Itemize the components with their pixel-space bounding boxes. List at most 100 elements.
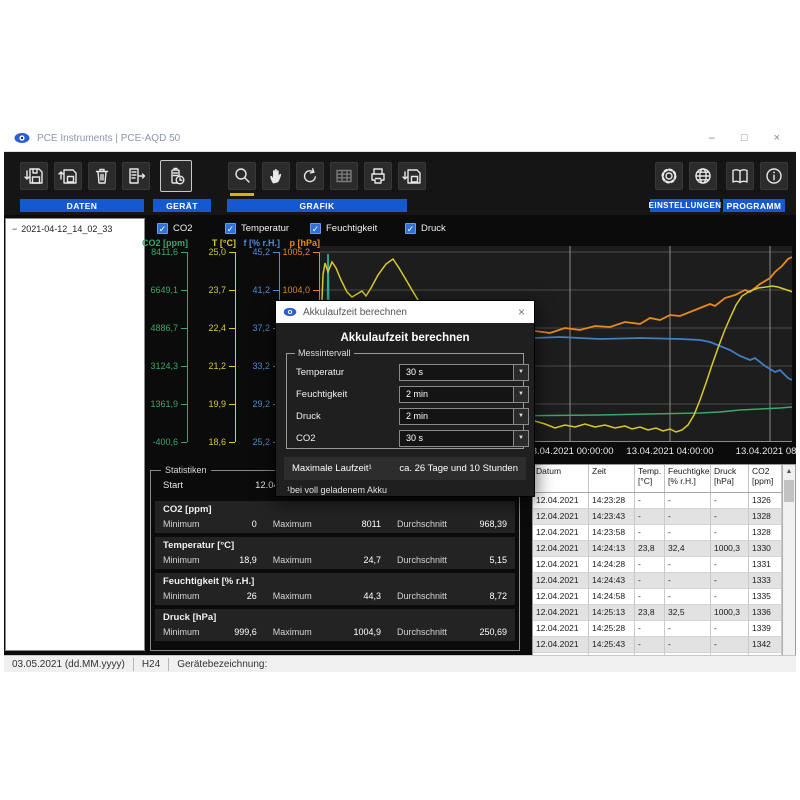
- save-data-button[interactable]: [20, 162, 48, 190]
- series-checkbox[interactable]: ✓ Temperatur: [225, 221, 310, 235]
- table-row[interactable]: 12.04.2021 14:25:43 - - - 1342: [533, 637, 795, 653]
- delete-data-button[interactable]: [88, 162, 116, 190]
- tree-item-dataset[interactable]: − 2021-04-12_14_02_33: [6, 219, 144, 234]
- zoom-tool-button[interactable]: [228, 162, 256, 196]
- reset-arrow-icon: [303, 168, 316, 183]
- cell-co2: 1333: [749, 573, 782, 589]
- table-header-cell[interactable]: Zeit: [589, 465, 635, 492]
- about-button[interactable]: [760, 162, 788, 190]
- scroll-up-icon[interactable]: ▲: [785, 468, 793, 475]
- table-scrollbar[interactable]: ▲ ▼: [782, 465, 795, 655]
- toolbar-label-daten: DATEN: [20, 199, 144, 212]
- maximize-button[interactable]: □: [740, 131, 748, 144]
- interval-select[interactable]: 30 s ▼: [399, 363, 529, 381]
- settings-button[interactable]: [655, 162, 683, 190]
- axis-tick-label: 23,7: [208, 285, 235, 295]
- cell-datum: 12.04.2021: [533, 509, 589, 525]
- cell-zeit: 14:24:58: [589, 589, 635, 605]
- table-header-cell[interactable]: Datum: [533, 465, 589, 492]
- chevron-down-icon[interactable]: ▼: [513, 364, 528, 380]
- table-header-cell[interactable]: Feuchtigkeit [% r.H.]: [665, 465, 711, 492]
- cell-feuchtigkeit: -: [665, 509, 711, 525]
- checkbox-checked-icon[interactable]: ✓: [225, 222, 236, 234]
- stats-max-label: Maximum: [272, 591, 312, 601]
- stats-max-label: Maximum: [272, 627, 312, 637]
- table-row[interactable]: 12.04.2021 14:25:28 - - - 1339: [533, 621, 795, 637]
- status-bar: 03.05.2021 (dd.MM.yyyy) H24 Gerätebezeic…: [4, 655, 796, 672]
- title-bar[interactable]: PCE Instruments | PCE-AQD 50 – □ ×: [4, 125, 796, 152]
- dialog-title: Akkulaufzeit berechnen: [303, 306, 407, 318]
- series-checkbox[interactable]: ✓ Feuchtigkeit: [310, 221, 405, 235]
- table-row[interactable]: 12.04.2021 14:23:58 - - - 1328: [533, 525, 795, 541]
- cell-temp: 23,8: [635, 605, 665, 621]
- cell-zeit: 14:23:58: [589, 525, 635, 541]
- close-button[interactable]: ×: [773, 131, 780, 144]
- x-axis-labels: 13.04.2021 00:00:00 13.04.2021 04:00:00 13…: [4, 446, 796, 458]
- stats-max-value: 44,3: [363, 591, 381, 601]
- table-row[interactable]: 12.04.2021 14:23:43 - - - 1328: [533, 509, 795, 525]
- table-row[interactable]: 12.04.2021 14:25:13 23,8 32,5 1000,3 133…: [533, 605, 795, 621]
- table-header-cell[interactable]: Temp. [°C]: [635, 465, 665, 492]
- interval-select[interactable]: 2 min ▼: [399, 385, 529, 403]
- app-logo-icon: [14, 133, 30, 143]
- scrollbar-thumb[interactable]: [784, 480, 794, 502]
- stats-min-value: 0: [251, 519, 257, 529]
- cell-druck: -: [711, 573, 749, 589]
- x-axis-tick-label: 13.04.2021 04:00:00: [626, 446, 714, 457]
- table-row[interactable]: 12.04.2021 14:25:58 - - - 1346: [533, 653, 795, 655]
- stats-min-label: Minimum: [163, 555, 200, 565]
- print-chart-button[interactable]: [364, 162, 392, 190]
- axis-tick-label: 18,6: [208, 437, 235, 447]
- statistics-panel: Statistiken Start 12.04.2 CO2 [ppm] Mini…: [150, 465, 520, 651]
- table-header-cell[interactable]: Druck [hPa]: [711, 465, 749, 492]
- manual-button[interactable]: [726, 162, 754, 190]
- open-data-button[interactable]: [54, 162, 82, 190]
- interval-row: Druck 2 min ▼: [287, 407, 529, 425]
- language-button[interactable]: [689, 162, 717, 190]
- document-export-icon: [129, 168, 146, 184]
- chevron-down-icon[interactable]: ▼: [513, 386, 528, 402]
- axis-tick-label: 22,4: [208, 323, 235, 333]
- checkbox-checked-icon[interactable]: ✓: [157, 222, 168, 234]
- chevron-down-icon[interactable]: ▼: [513, 408, 528, 424]
- pan-tool-button[interactable]: [262, 162, 290, 190]
- toolbar-label-einstellungen: EINSTELLUNGEN: [648, 199, 722, 212]
- table-row[interactable]: 12.04.2021 14:24:58 - - - 1335: [533, 589, 795, 605]
- table-row[interactable]: 12.04.2021 14:24:28 - - - 1331: [533, 557, 795, 573]
- chevron-down-icon[interactable]: ▼: [513, 430, 528, 446]
- reset-view-button[interactable]: [296, 162, 324, 190]
- interval-label: Feuchtigkeit: [296, 388, 348, 400]
- cell-feuchtigkeit: -: [665, 589, 711, 605]
- checkbox-checked-icon[interactable]: ✓: [310, 222, 321, 234]
- tree-collapse-icon[interactable]: −: [12, 224, 18, 234]
- series-checkbox-row: ✓ CO2 ✓ Temperatur ✓ Feuchtigkeit ✓ Druc…: [157, 221, 475, 235]
- toolbar-label-grafik: GRAFIK: [227, 199, 407, 212]
- table-row[interactable]: 12.04.2021 14:23:28 - - - 1326: [533, 493, 795, 509]
- table-row[interactable]: 12.04.2021 14:24:13 23,8 32,4 1000,3 133…: [533, 541, 795, 557]
- grid-toggle-button[interactable]: [330, 162, 358, 190]
- x-axis-tick-label: 13.04.2021 08:0: [735, 446, 796, 457]
- scroll-down-icon[interactable]: ▼: [783, 654, 795, 655]
- cell-temp: -: [635, 509, 665, 525]
- table-row[interactable]: 12.04.2021 14:24:43 - - - 1333: [533, 573, 795, 589]
- battery-life-button[interactable]: [160, 160, 192, 192]
- export-data-button[interactable]: [122, 162, 150, 190]
- y-axis-druck-title: p [hPa]: [289, 238, 321, 248]
- stats-max-label: Maximum: [272, 555, 312, 565]
- save-chart-button[interactable]: [398, 162, 426, 190]
- checkbox-checked-icon[interactable]: ✓: [405, 222, 416, 234]
- stats-min-label: Minimum: [163, 627, 200, 637]
- dialog-close-button[interactable]: ×: [517, 305, 525, 319]
- cell-zeit: 14:25:43: [589, 637, 635, 653]
- cell-temp: -: [635, 573, 665, 589]
- minimize-button[interactable]: –: [708, 131, 715, 144]
- table-header-cell[interactable]: CO2 [ppm]: [749, 465, 782, 492]
- series-checkbox[interactable]: ✓ CO2: [157, 221, 225, 235]
- series-checkbox[interactable]: ✓ Druck: [405, 221, 475, 235]
- stats-block: Druck [hPa] Minimum 999,6 Maximum 1004,9…: [155, 609, 515, 641]
- cell-druck: -: [711, 493, 749, 509]
- dialog-title-bar[interactable]: Akkulaufzeit berechnen ×: [276, 301, 534, 323]
- axis-tick-label: 41,2: [252, 285, 279, 295]
- interval-select[interactable]: 2 min ▼: [399, 407, 529, 425]
- interval-select[interactable]: 30 s ▼: [399, 429, 529, 447]
